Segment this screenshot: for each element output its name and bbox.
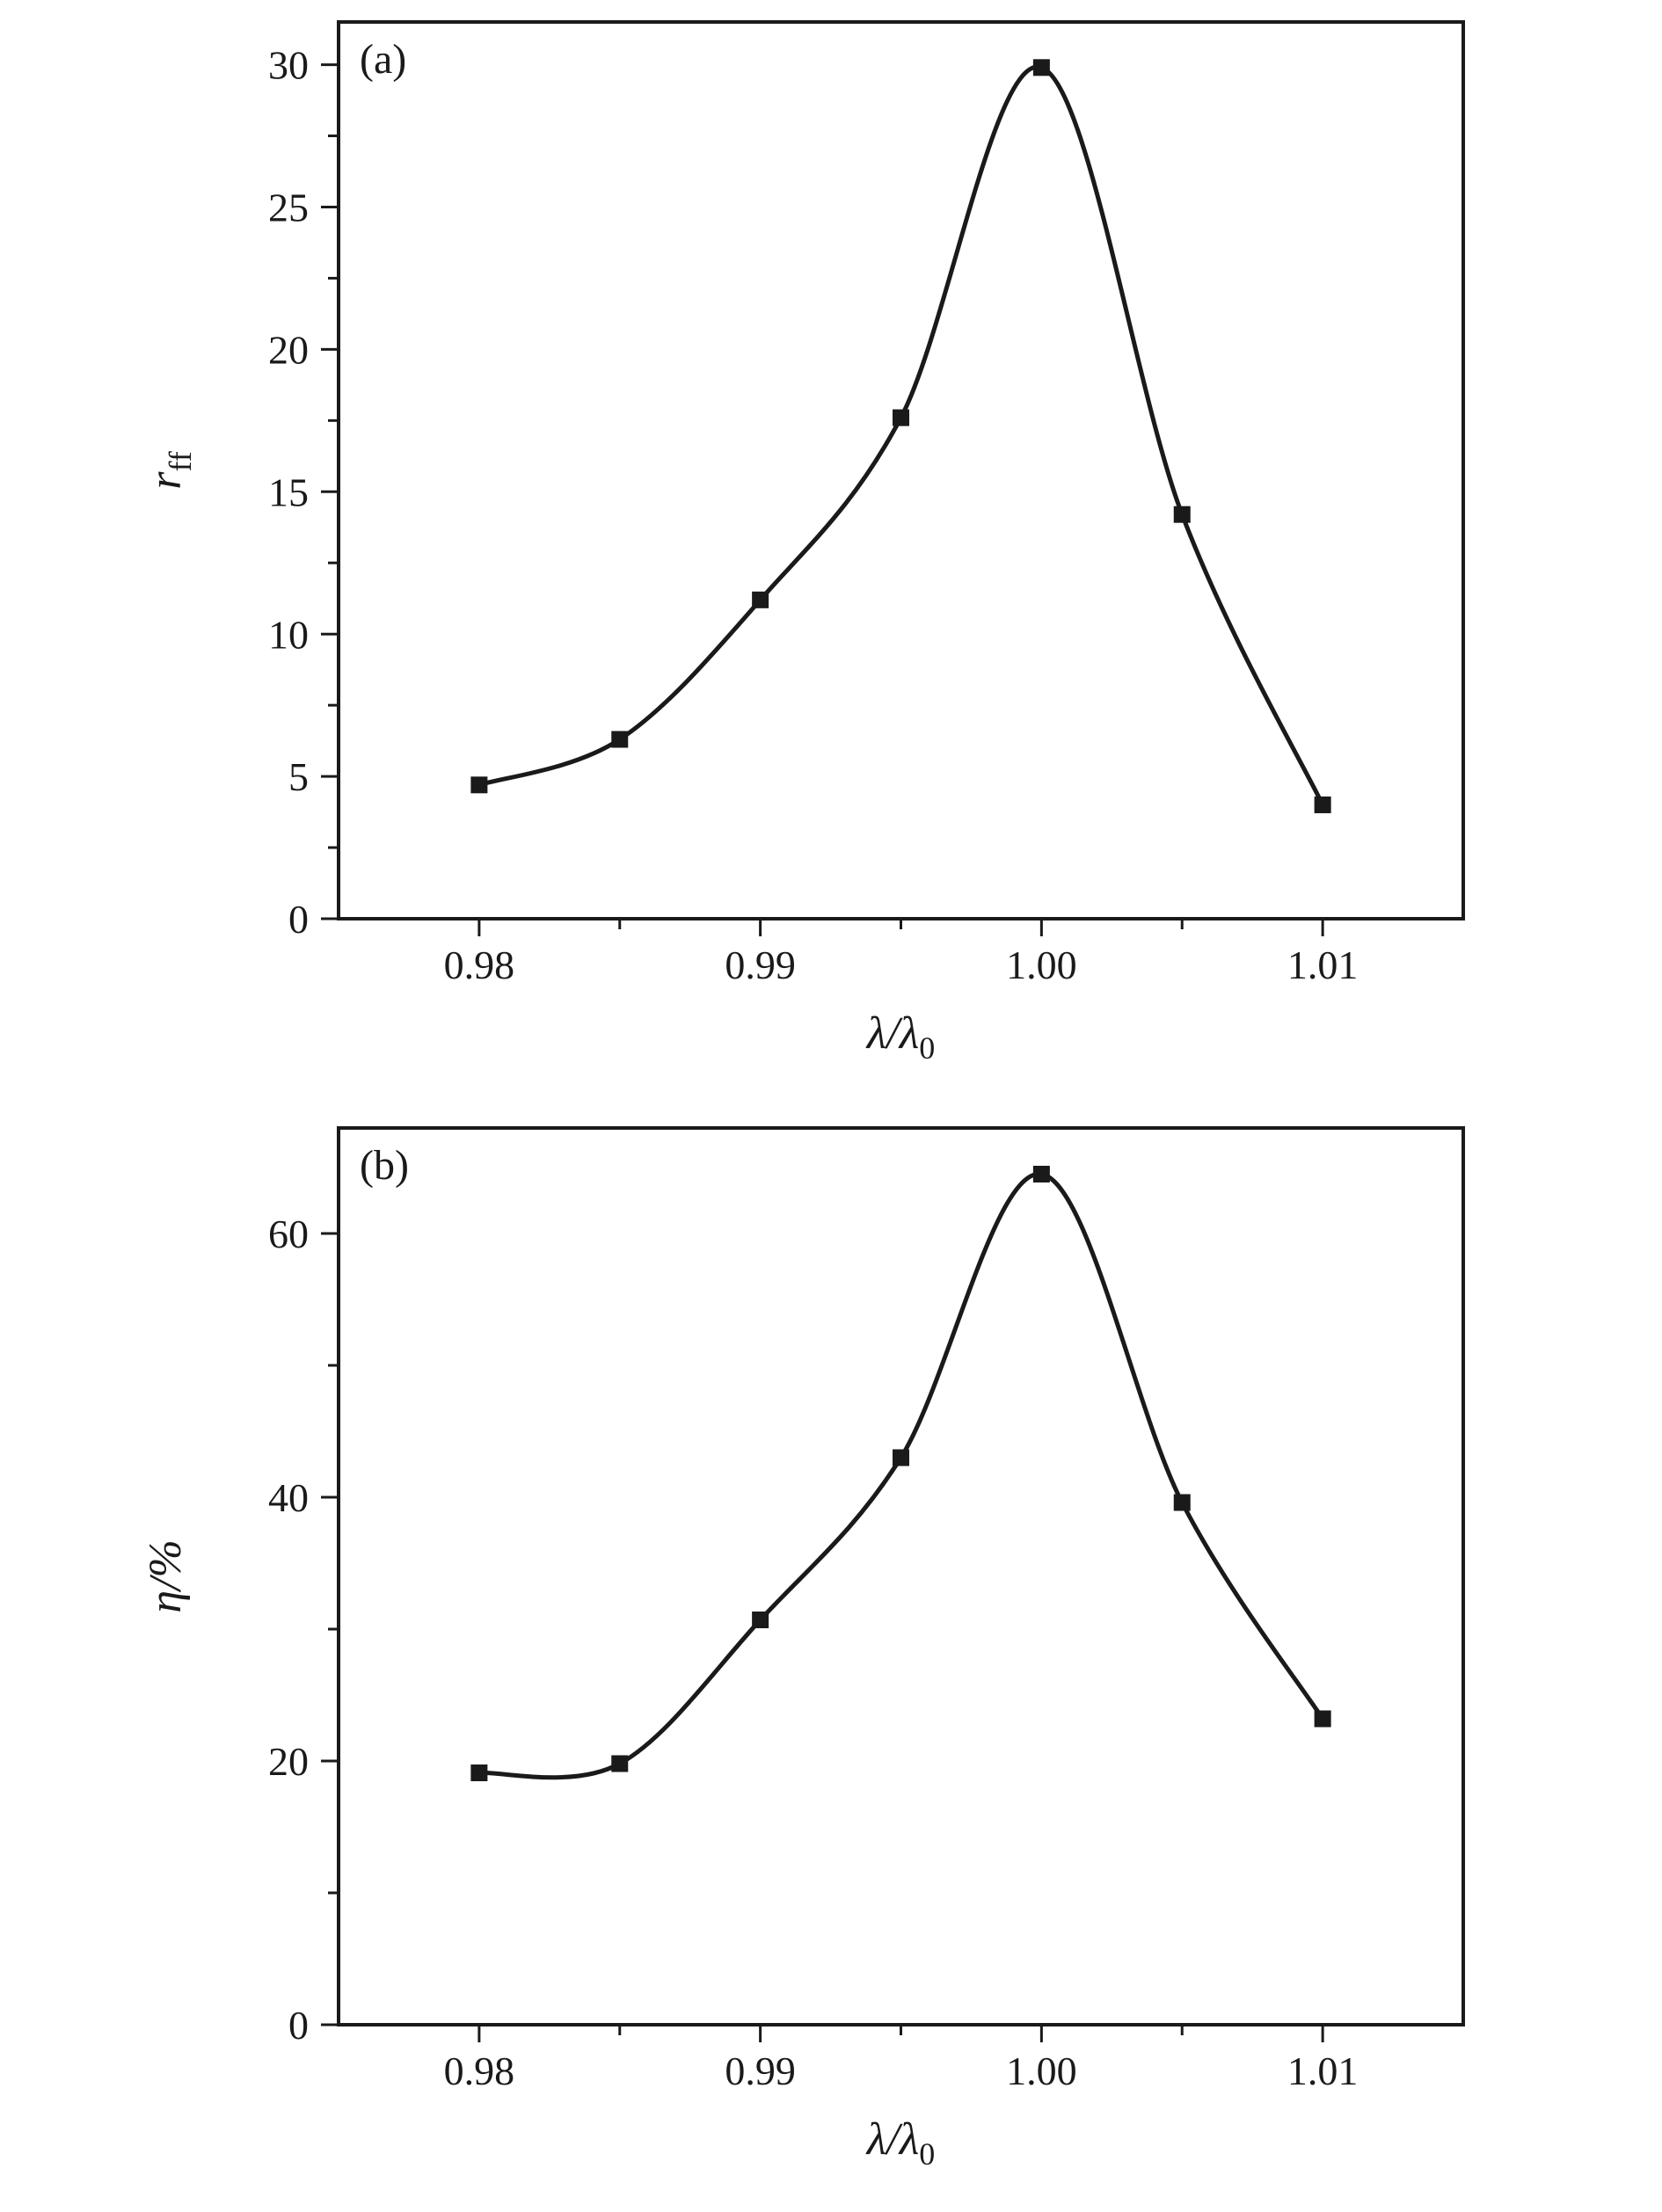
y-tick-label: 60 xyxy=(268,1212,309,1256)
x-tick-label: 1.00 xyxy=(1006,942,1077,987)
data-point-marker xyxy=(1173,1494,1191,1511)
chart-b: 0.98 0.99 1.00 1.01 0 20 40 60 (b) λ/λ0 η/% xyxy=(141,1126,1465,2172)
y-tick-label: 0 xyxy=(288,897,309,942)
x-tick-label: 0.98 xyxy=(444,2048,515,2093)
x-tick-label: 1.00 xyxy=(1006,2048,1077,2093)
y-tick-label: 10 xyxy=(268,612,309,657)
data-point-marker xyxy=(752,591,769,608)
y-tick-label: 15 xyxy=(268,469,309,514)
y-tick-label: 30 xyxy=(268,43,309,88)
data-point-marker xyxy=(611,1755,629,1772)
chart-a: 0.98 0.99 1.00 1.01 0 5 10 15 20 25 30 (a) λ/λ0 rff xyxy=(141,20,1465,1066)
data-point-marker xyxy=(893,409,909,426)
data-point-marker xyxy=(1032,59,1050,76)
data-curve xyxy=(477,64,1325,807)
data-point-marker xyxy=(1314,1710,1331,1728)
x-axis-label: λ/λ0 xyxy=(865,1008,936,1066)
x-tick-label: 1.01 xyxy=(1287,2048,1359,2093)
panel-letter: (b) xyxy=(360,1142,409,1189)
x-tick-label: 1.01 xyxy=(1287,942,1359,987)
y-tick-label: 0 xyxy=(288,2003,309,2048)
x-tick-label: 0.99 xyxy=(725,942,796,987)
data-point-marker xyxy=(1314,796,1331,813)
data-point-marker xyxy=(470,776,488,794)
x-tick-label: 0.98 xyxy=(444,942,515,987)
panel-letter: (a) xyxy=(360,36,406,83)
y-tick-label: 40 xyxy=(268,1475,309,1520)
y-tick-label: 20 xyxy=(268,327,309,372)
y-tick-label: 5 xyxy=(288,754,309,799)
data-point-marker xyxy=(893,1449,909,1466)
plot-frame xyxy=(337,20,1465,920)
x-tick-label: 0.99 xyxy=(725,2048,796,2093)
plot-frame xyxy=(337,1126,1465,2026)
chart-panel-a: 0.98 0.99 1.00 1.01 0 5 10 15 20 25 30 (a) λ/λ0 rff xyxy=(141,20,1465,1066)
data-point-marker xyxy=(611,731,629,748)
data-point-marker xyxy=(752,1612,769,1628)
y-axis-label: rff xyxy=(141,451,198,490)
x-axis-label: λ/λ0 xyxy=(865,2114,936,2172)
data-curve xyxy=(477,1171,1325,1780)
y-tick-label: 20 xyxy=(268,1739,309,1784)
y-tick-label: 25 xyxy=(268,186,309,230)
data-point-marker xyxy=(1032,1166,1050,1182)
data-point-marker xyxy=(470,1765,488,1781)
data-point-marker xyxy=(1173,506,1191,523)
y-axis-label: η/% xyxy=(141,1539,191,1613)
chart-panel-b: 0.98 0.99 1.00 1.01 0 20 40 60 (b) λ/λ0 η/% xyxy=(0,1106,1662,2212)
